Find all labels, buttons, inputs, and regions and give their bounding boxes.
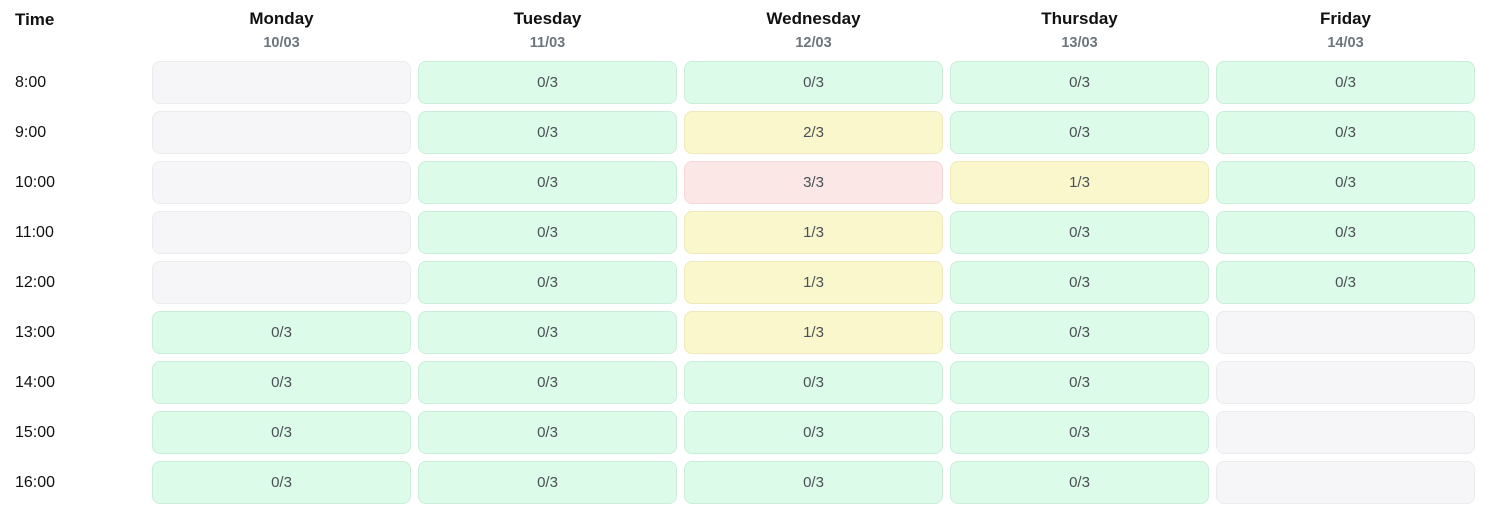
day-header-friday: Friday 14/03 [1216,8,1475,51]
slot-thursday-1000[interactable]: 1/3 [950,161,1209,204]
schedule-grid: 8:00 0/3 0/3 0/3 0/3 9:00 0/3 2/3 0/3 0/3 10:00 0/3… [15,61,1475,504]
slot-friday-1200[interactable]: 0/3 [1216,261,1475,304]
time-label-1100: 11:00 [15,223,54,241]
day-header-tuesday: Tuesday 11/03 [418,8,677,51]
slot-tuesday-1600[interactable]: 0/3 [418,461,677,504]
time-label-1500: 15:00 [15,423,56,441]
slot-thursday-800[interactable]: 0/3 [950,61,1209,104]
slot-monday-1400[interactable]: 0/3 [152,361,411,404]
time-label-800: 8:00 [15,73,47,91]
slot-thursday-1600[interactable]: 0/3 [950,461,1209,504]
day-date: 12/03 [795,35,832,51]
slot-wednesday-1200[interactable]: 1/3 [684,261,943,304]
slot-thursday-1300[interactable]: 0/3 [950,311,1209,354]
slot-wednesday-800[interactable]: 0/3 [684,61,943,104]
slot-tuesday-1000[interactable]: 0/3 [418,161,677,204]
slot-tuesday-1200[interactable]: 0/3 [418,261,677,304]
day-date: 11/03 [529,35,566,51]
slot-monday-1100 [152,211,411,254]
slot-friday-1100[interactable]: 0/3 [1216,211,1475,254]
time-label-1300: 13:00 [15,323,56,341]
day-date: 14/03 [1327,35,1364,51]
slot-monday-1600[interactable]: 0/3 [152,461,411,504]
slot-friday-1000[interactable]: 0/3 [1216,161,1475,204]
slot-wednesday-1600[interactable]: 0/3 [684,461,943,504]
slot-friday-800[interactable]: 0/3 [1216,61,1475,104]
day-date: 10/03 [263,35,300,51]
slot-monday-1300[interactable]: 0/3 [152,311,411,354]
slot-thursday-1100[interactable]: 0/3 [950,211,1209,254]
slot-tuesday-1300[interactable]: 0/3 [418,311,677,354]
day-name: Monday [249,9,314,28]
slot-friday-900[interactable]: 0/3 [1216,111,1475,154]
slot-monday-900 [152,111,411,154]
slot-wednesday-1400[interactable]: 0/3 [684,361,943,404]
slot-friday-1400 [1216,361,1475,404]
slot-wednesday-1300[interactable]: 1/3 [684,311,943,354]
day-name: Wednesday [766,9,861,28]
slot-thursday-1400[interactable]: 0/3 [950,361,1209,404]
slot-friday-1600 [1216,461,1475,504]
day-header-monday: Monday 10/03 [152,8,411,51]
slot-thursday-1200[interactable]: 0/3 [950,261,1209,304]
time-label-1200: 12:00 [15,273,56,291]
day-name: Friday [1319,9,1372,28]
slot-monday-1000 [152,161,411,204]
time-label-1000: 10:00 [15,173,56,191]
slot-tuesday-1100[interactable]: 0/3 [418,211,677,254]
time-label-1600: 16:00 [15,473,56,491]
slot-tuesday-900[interactable]: 0/3 [418,111,677,154]
slot-friday-1500 [1216,411,1475,454]
slot-wednesday-900[interactable]: 2/3 [684,111,943,154]
slot-friday-1300 [1216,311,1475,354]
time-label-1400: 14:00 [15,373,56,391]
time-label-900: 9:00 [15,123,47,141]
slot-tuesday-800[interactable]: 0/3 [418,61,677,104]
slot-thursday-900[interactable]: 0/3 [950,111,1209,154]
slot-thursday-1500[interactable]: 0/3 [950,411,1209,454]
day-header-wednesday: Wednesday 12/03 [684,8,943,51]
slot-tuesday-1500[interactable]: 0/3 [418,411,677,454]
schedule-header: Time Monday 10/03 Tuesday 11/03 Wednesday 12/… [15,8,1475,51]
slot-monday-1200 [152,261,411,304]
slot-monday-800 [152,61,411,104]
day-name: Thursday [1041,9,1118,28]
slot-wednesday-1100[interactable]: 1/3 [684,211,943,254]
slot-wednesday-1500[interactable]: 0/3 [684,411,943,454]
time-column-header: Time [15,10,55,29]
slot-tuesday-1400[interactable]: 0/3 [418,361,677,404]
day-header-thursday: Thursday 13/03 [950,8,1209,51]
slot-wednesday-1000: 3/3 [684,161,943,204]
slot-monday-1500[interactable]: 0/3 [152,411,411,454]
day-name: Tuesday [513,9,582,28]
day-date: 13/03 [1061,35,1098,51]
